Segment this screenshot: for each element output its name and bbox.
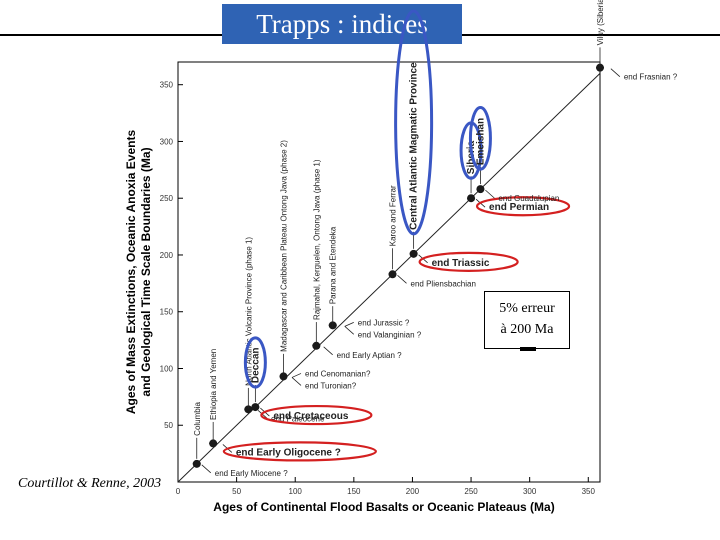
y-tick-label: 250 — [160, 194, 174, 203]
event-label: end Guadalupian — [498, 194, 559, 203]
y-axis-label-line1: Ages of Mass Extinctions, Oceanic Anoxia… — [124, 130, 138, 415]
event-label: end Valanginian ? — [358, 330, 422, 339]
event-label: end Triassic — [432, 258, 490, 269]
event-pointer — [344, 326, 355, 335]
province-label: Rajmahal, Kerguelen, Ontong Java (phase … — [312, 159, 321, 320]
x-tick-label: 300 — [523, 487, 537, 496]
event-pointer — [344, 321, 354, 327]
event-label: end Paleocene — [271, 414, 325, 423]
event-label: end Frasnian ? — [624, 73, 678, 82]
province-label: Emeishan — [475, 118, 486, 165]
event-highlight-ring — [418, 251, 519, 272]
error-note-line1: 5% erreur — [499, 301, 555, 316]
province-label: Parana and Etendeka — [329, 226, 338, 304]
title-rule-left — [0, 34, 222, 36]
province-label: Ethiopia and Yemen — [209, 349, 218, 420]
province-label: North Atlantic Volcanic Province (phase … — [244, 237, 253, 386]
event-label: end Jurassic ? — [358, 318, 410, 327]
x-tick-label: 350 — [582, 487, 596, 496]
province-highlight-ring — [243, 336, 267, 389]
event-label: end Cretaceous — [273, 411, 348, 422]
event-label: end Permian — [489, 202, 549, 213]
province-label: Deccan — [250, 348, 261, 384]
x-tick-label: 100 — [289, 487, 303, 496]
event-label: end Early Aptian ? — [337, 351, 402, 360]
error-note-line2: à 200 Ma — [500, 322, 554, 337]
x-axis-label: Ages of Continental Flood Basalts or Oce… — [213, 500, 554, 514]
error-note: 5% erreur à 200 Ma — [484, 291, 570, 349]
province-label: Madagascar and Caribbean Plateau Ontong … — [280, 140, 289, 352]
event-highlight-ring — [260, 404, 373, 426]
error-note-marker — [520, 347, 536, 351]
province-label: Central Atlantic Magmatic Province — [409, 62, 420, 230]
province-label: Columbia — [193, 401, 202, 435]
event-pointer — [323, 346, 333, 356]
x-tick-label: 150 — [347, 487, 361, 496]
event-highlight-ring — [222, 441, 377, 462]
x-tick-label: 200 — [406, 487, 420, 496]
y-tick-label: 300 — [160, 137, 174, 146]
event-label: end Early Oligocene ? — [236, 447, 341, 458]
event-label: end Early Miocene ? — [215, 469, 288, 478]
y-tick-label: 150 — [160, 308, 174, 317]
event-label: end Cenomanian? — [305, 369, 371, 378]
province-label: Viluy (Siberia) — [596, 0, 605, 45]
title-rule-right — [462, 34, 720, 36]
event-pointer — [291, 373, 302, 378]
province-highlight-ring — [394, 9, 434, 236]
y-tick-label: 100 — [160, 364, 174, 373]
event-label: end Turonian? — [305, 381, 357, 390]
y-tick-label: 350 — [160, 81, 174, 90]
plot-frame — [177, 61, 601, 483]
x-tick-label: 50 — [232, 487, 241, 496]
source-citation: Courtillot & Renne, 2003 — [18, 476, 162, 491]
event-pointer — [485, 189, 495, 199]
event-pointer — [610, 68, 621, 77]
event-pointer — [291, 377, 302, 386]
one-to-one-line — [177, 72, 601, 483]
x-tick-label: 250 — [464, 487, 478, 496]
event-pointer — [201, 464, 212, 474]
x-tick-label: 0 — [176, 487, 181, 496]
province-highlight-ring — [468, 106, 492, 171]
province-label: Karoo and Ferrar — [389, 185, 398, 246]
event-label: end Pliensbachian — [411, 279, 476, 288]
y-tick-label: 200 — [160, 251, 174, 260]
y-tick-label: 50 — [164, 421, 173, 430]
event-pointer — [397, 274, 407, 284]
event-highlight-ring — [475, 196, 571, 217]
y-axis-label-line2: and Geological Time Scale Boundaries (Ma… — [139, 147, 153, 396]
